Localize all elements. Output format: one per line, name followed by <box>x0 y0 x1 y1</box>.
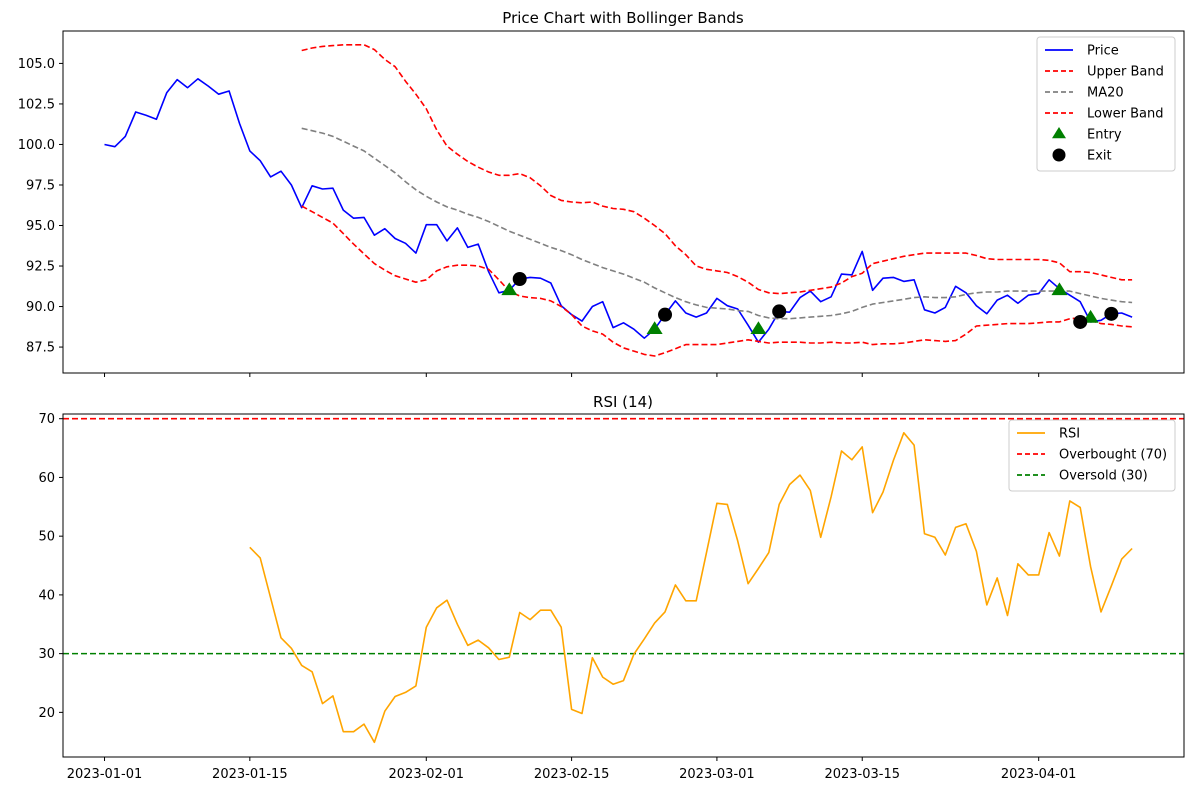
marker-entry <box>1051 282 1068 296</box>
price-plot-area <box>104 44 1133 357</box>
rsi-y-tick-label: 50 <box>38 530 55 545</box>
rsi-legend: RSI Overbought (70) Oversold (30) <box>1008 419 1176 492</box>
price-chart-title: Price Chart with Bollinger Bands <box>502 9 744 27</box>
price-y-tick-label: 105.0 <box>18 57 55 72</box>
marker-entry <box>750 321 767 335</box>
rsi-legend-box <box>1008 419 1176 492</box>
price-y-tick-label: 97.5 <box>26 178 55 193</box>
legend-swatch-entry <box>1052 127 1066 139</box>
rsi-x-tick-label: 2023-02-01 <box>389 767 465 782</box>
rsi-x-tick-label: 2023-04-01 <box>1001 767 1077 782</box>
legend-label-oversold-30: Oversold (30) <box>1059 469 1148 484</box>
rsi-x-tick-label: 2023-02-15 <box>534 767 610 782</box>
legend-label-ma20: MA20 <box>1087 86 1124 101</box>
price-x-axis <box>104 373 1040 377</box>
legend-label-overbought-70: Overbought (70) <box>1059 448 1167 463</box>
series-line-ma20 <box>301 127 1133 320</box>
rsi-x-tick-label: 2023-01-15 <box>212 767 288 782</box>
price-panel: Price Chart with Bollinger Bands 87.5 90.… <box>18 9 1185 377</box>
rsi-y-tick-label: 20 <box>38 706 55 721</box>
marker-exit <box>658 307 673 322</box>
legend-label-rsi: RSI <box>1059 427 1080 442</box>
series-line-upper-band <box>301 44 1133 295</box>
legend-swatch-exit <box>1052 148 1066 162</box>
rsi-x-tick-label: 2023-01-01 <box>67 767 143 782</box>
rsi-x-tick-label: 2023-03-01 <box>679 767 755 782</box>
rsi-axes-frame <box>62 413 1185 758</box>
legend-label-exit: Exit <box>1087 149 1112 164</box>
price-y-tick-label: 87.5 <box>26 341 55 356</box>
price-y-tick-label: 95.0 <box>26 219 55 234</box>
rsi-chart-title: RSI (14) <box>593 393 653 411</box>
legend-label-price: Price <box>1087 44 1119 59</box>
rsi-y-tick-label: 70 <box>38 412 55 427</box>
series-line-lower-band <box>301 205 1133 357</box>
legend-label-lower-band: Lower Band <box>1087 107 1163 122</box>
price-axes-frame <box>62 30 1185 374</box>
legend-label-upper-band: Upper Band <box>1087 65 1164 80</box>
rsi-y-tick-label: 40 <box>38 588 55 603</box>
rsi-x-axis: 2023-01-01 2023-01-15 2023-02-01 2023-02-15… <box>67 757 1077 782</box>
marker-entry <box>501 282 518 296</box>
legend-label-entry: Entry <box>1087 128 1122 143</box>
price-y-tick-label: 92.5 <box>26 260 55 275</box>
price-y-tick-label: 90.0 <box>26 300 55 315</box>
marker-exit <box>512 271 527 286</box>
rsi-x-tick-label: 2023-03-15 <box>824 767 900 782</box>
price-legend: Price Upper Band MA20 Lower Band Entry Exit <box>1036 36 1176 172</box>
marker-entry <box>646 321 663 335</box>
price-y-tick-label: 100.0 <box>18 138 55 153</box>
marker-exit <box>1104 306 1119 321</box>
price-y-axis: 87.5 90.0 92.5 95.0 97.5 100.0 102.5 105.0 <box>18 57 63 356</box>
rsi-y-tick-label: 60 <box>38 471 55 486</box>
marker-exit <box>1073 314 1088 329</box>
rsi-y-axis: 20 30 40 50 60 70 <box>38 412 63 721</box>
rsi-y-tick-label: 30 <box>38 647 55 662</box>
series-line-price <box>104 78 1133 343</box>
price-y-tick-label: 102.5 <box>18 97 55 112</box>
marker-exit <box>772 304 787 319</box>
series-line-rsi <box>249 432 1133 744</box>
rsi-plot-area <box>63 417 1184 744</box>
